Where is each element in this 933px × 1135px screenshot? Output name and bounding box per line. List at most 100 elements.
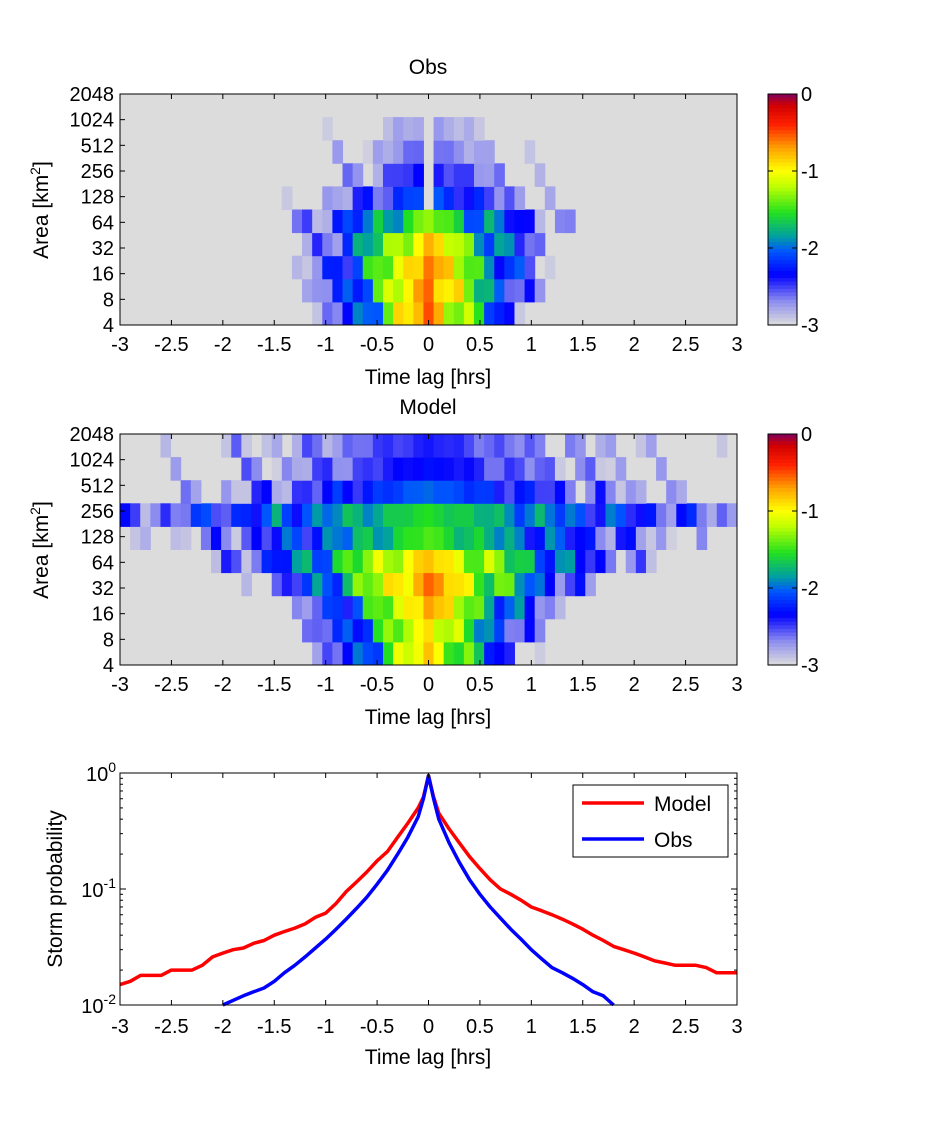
heatmap-cell xyxy=(382,117,394,141)
heatmap-cell xyxy=(423,595,435,620)
heatmap-cell xyxy=(433,434,445,458)
colorbar-segment xyxy=(768,169,797,175)
colorbar-segment xyxy=(768,603,797,608)
heatmap-cell xyxy=(322,278,333,303)
colorbar-segment xyxy=(768,498,797,504)
heatmap-cell xyxy=(595,457,606,481)
heatmap-cell xyxy=(423,526,435,550)
heatmap-cell xyxy=(352,526,364,550)
heatmap-cell xyxy=(595,526,606,550)
heatmap-cell xyxy=(494,595,505,620)
heatmap-cell xyxy=(231,549,242,574)
heatmap-cell xyxy=(474,572,485,597)
heatmap-cell xyxy=(322,503,333,527)
heatmap-cell xyxy=(130,526,141,550)
x-tick-label: 0.5 xyxy=(466,334,494,356)
heatmap-cell xyxy=(534,526,546,550)
heatmap-cell xyxy=(433,117,445,141)
heatmap-cell xyxy=(696,526,708,550)
heatmap-cell xyxy=(190,480,202,504)
heatmap-cell xyxy=(352,595,364,620)
heatmap-cell xyxy=(554,480,566,504)
x-tick-label: 1 xyxy=(526,1016,537,1038)
heatmap-cell xyxy=(645,503,657,527)
x-tick-label: 1.5 xyxy=(569,334,597,356)
colorbar-segment xyxy=(768,231,797,236)
heatmap-cell xyxy=(180,480,192,504)
x-tick-label: 1.5 xyxy=(569,1016,597,1038)
model-y-label-main: Area [km xyxy=(30,515,53,599)
heatmap-cell xyxy=(372,549,384,574)
heatmap-cell xyxy=(261,549,273,574)
heatmap-cell xyxy=(423,434,435,458)
heatmap-cell xyxy=(332,209,344,234)
colorbar-segment xyxy=(768,321,797,326)
heatmap-cell xyxy=(372,209,384,234)
heatmap-cell xyxy=(463,209,475,234)
heatmap-cell xyxy=(463,140,475,164)
heatmap-cell xyxy=(534,434,546,458)
heatmap-cell xyxy=(291,595,303,620)
heatmap-cell xyxy=(342,232,354,257)
heatmap-cell xyxy=(403,434,414,458)
heatmap-cell xyxy=(484,434,495,458)
colorbar-segment xyxy=(768,267,797,272)
heatmap-cell xyxy=(484,618,495,643)
heatmap-cell xyxy=(514,255,526,280)
heatmap-cell xyxy=(595,434,606,458)
heatmap-cell xyxy=(534,641,546,666)
heatmap-cell xyxy=(585,480,596,504)
heatmap-cell xyxy=(362,503,374,527)
probability-panel: -3 -2.5 -2 -1.5 -1 -0.5 0 0.5 1 1.5 2 2.5 3 10010-11… xyxy=(44,759,743,1069)
heatmap-cell xyxy=(474,140,485,164)
heatmap-cell xyxy=(585,503,596,527)
heatmap-cell xyxy=(271,434,283,458)
heatmap-cell xyxy=(463,526,475,550)
colorbar-segment xyxy=(768,263,797,268)
heatmap-cell xyxy=(352,209,364,234)
heatmap-cell xyxy=(332,572,344,597)
heatmap-cell xyxy=(484,526,495,550)
heatmap-cell xyxy=(291,549,303,574)
colorbar-segment xyxy=(768,238,797,243)
heatmap-cell xyxy=(261,526,273,550)
heatmap-cell xyxy=(453,572,465,597)
heatmap-cell xyxy=(565,503,576,527)
y-tick-label: 10-1 xyxy=(81,875,116,902)
heatmap-cell xyxy=(504,618,515,643)
heatmap-cell xyxy=(433,255,445,280)
heatmap-cell xyxy=(443,140,455,164)
heatmap-cell xyxy=(635,480,647,504)
heatmap-cell xyxy=(453,595,465,620)
heatmap-cell xyxy=(393,618,404,643)
heatmap-cell xyxy=(514,232,526,257)
heatmap-cell xyxy=(342,503,354,527)
colorbar-segment xyxy=(768,581,797,587)
colorbar-segment xyxy=(768,180,797,185)
colorbar-segment xyxy=(768,553,797,558)
heatmap-cell xyxy=(322,434,333,458)
heatmap-cell xyxy=(494,186,505,210)
colorbar-tick-label: -2 xyxy=(801,238,819,260)
colorbar-segment xyxy=(768,227,797,232)
heatmap-cell xyxy=(494,457,505,481)
heatmap-cell xyxy=(413,434,424,458)
model-x-axis-label: Time lag [hrs] xyxy=(365,706,491,729)
heatmap-cell xyxy=(494,434,505,458)
colorbar-segment xyxy=(768,155,797,160)
x-tick-label: -3 xyxy=(111,1016,129,1038)
heatmap-cell xyxy=(524,434,536,458)
heatmap-cell xyxy=(372,163,384,187)
y-tick-label: 1024 xyxy=(70,110,115,132)
y-tick-label: 256 xyxy=(81,161,114,183)
y-tick-label: 8 xyxy=(103,629,114,651)
heatmap-cell xyxy=(393,117,404,141)
heatmap-cell xyxy=(413,503,424,527)
x-tick-label: 0 xyxy=(423,674,434,696)
heatmap-cell xyxy=(575,526,586,550)
heatmap-cell xyxy=(271,572,283,597)
heatmap-cell xyxy=(504,209,515,234)
heatmap-cell xyxy=(221,480,232,504)
heatmap-cell xyxy=(271,457,283,481)
heatmap-cell xyxy=(463,457,475,481)
